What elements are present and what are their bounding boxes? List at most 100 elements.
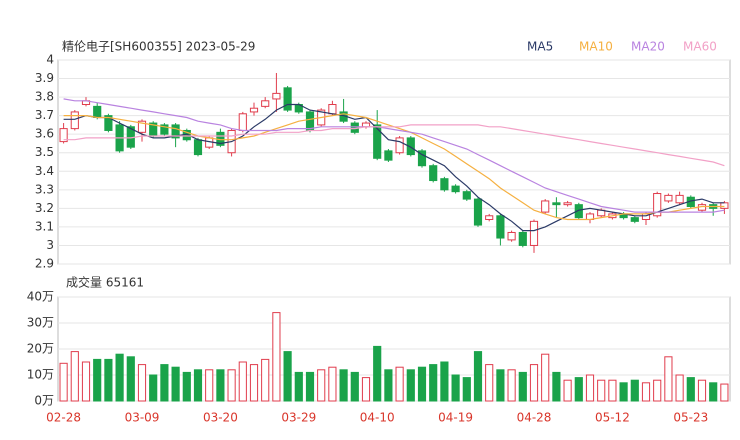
volume-bar xyxy=(664,356,673,402)
candle-body xyxy=(406,137,415,156)
x-tick-label: 02-28 xyxy=(46,411,81,425)
volume-bar xyxy=(361,377,371,402)
volume-bar xyxy=(261,358,270,402)
volume-bar xyxy=(59,362,68,402)
volume-bar xyxy=(507,369,516,402)
volume-bar xyxy=(216,369,225,402)
volume-bar xyxy=(608,379,617,402)
candle-body xyxy=(160,124,169,135)
volume-bar xyxy=(238,361,247,402)
volume-bar xyxy=(653,379,662,402)
ma-line xyxy=(63,98,725,213)
y-tick-label: 40万 xyxy=(27,290,54,304)
volume-bar xyxy=(205,369,214,402)
candle-body xyxy=(552,202,561,206)
volume-bar xyxy=(283,351,292,402)
y-tick-label: 3.2 xyxy=(35,201,54,215)
legend-label: MA10 xyxy=(579,40,613,54)
volume-bar xyxy=(93,358,102,402)
y-tick-label: 3.5 xyxy=(35,145,54,159)
volume-bar xyxy=(686,377,695,402)
volume-bar xyxy=(171,366,180,402)
y-tick-label: 3.1 xyxy=(35,219,54,233)
volume-title: 成交量 65161 xyxy=(66,275,144,290)
volume-bar xyxy=(350,371,359,402)
volume-bar xyxy=(160,364,169,402)
volume-bar xyxy=(395,366,404,402)
volume-bar xyxy=(249,364,259,402)
volume-bar xyxy=(70,351,79,402)
candle-body xyxy=(328,104,337,115)
volume-bar xyxy=(630,379,639,402)
candle-body xyxy=(664,194,673,202)
x-tick-label: 04-10 xyxy=(360,411,395,425)
y-tick-label: 20万 xyxy=(27,342,54,356)
candle-body xyxy=(451,185,460,193)
x-tick-label: 03-29 xyxy=(281,411,316,425)
price-frame xyxy=(57,59,731,265)
volume-bar xyxy=(126,356,135,402)
candle-body xyxy=(193,139,203,156)
volume-bar xyxy=(597,379,606,402)
candle-body xyxy=(373,124,382,159)
volume-bar xyxy=(529,364,539,402)
candle-body xyxy=(104,115,113,131)
volume-bar xyxy=(720,383,729,402)
y-tick-label: 10万 xyxy=(27,368,54,382)
volume-bar xyxy=(406,369,415,402)
legend-label: MA5 xyxy=(527,40,553,54)
volume-bar xyxy=(619,382,628,402)
x-tick-label: 04-19 xyxy=(438,411,473,425)
ma-line xyxy=(63,124,725,167)
candle-body xyxy=(529,220,539,246)
candle-body xyxy=(93,105,102,118)
volume-bar xyxy=(429,364,438,402)
volume-bar xyxy=(417,366,427,402)
candle-body xyxy=(518,231,527,246)
candle-body xyxy=(507,231,516,241)
candle-body xyxy=(272,92,281,100)
volume-bar xyxy=(574,377,583,402)
candle-body xyxy=(283,87,292,111)
volume-bar xyxy=(104,358,113,402)
candle-body xyxy=(675,194,684,204)
candle-body xyxy=(630,217,639,222)
volume-bar xyxy=(182,371,191,402)
candle-body xyxy=(59,128,68,143)
volume-bar xyxy=(137,364,147,402)
legend-label: MA60 xyxy=(683,40,717,54)
volume-bar xyxy=(272,312,281,402)
candle-body xyxy=(249,107,259,113)
y-tick-label: 3.9 xyxy=(35,71,54,85)
volume-bar xyxy=(473,351,483,402)
y-tick-label: 30万 xyxy=(27,316,54,330)
volume-bar xyxy=(485,364,494,402)
y-tick-label: 3.3 xyxy=(35,182,54,196)
y-tick-label: 0万 xyxy=(34,394,54,408)
volume-bar xyxy=(552,371,561,402)
candle-body xyxy=(238,113,247,131)
candle-body xyxy=(496,215,505,239)
volume-bar xyxy=(641,382,651,402)
y-tick-label: 4 xyxy=(46,53,54,67)
volume-bar xyxy=(518,371,527,402)
volume-bar xyxy=(451,374,460,402)
volume-bar xyxy=(462,377,471,402)
y-tick-label: 2.9 xyxy=(35,257,54,271)
y-tick-label: 3.4 xyxy=(35,164,54,178)
candle-body xyxy=(384,150,393,161)
volume-bar xyxy=(563,379,572,402)
volume-bar xyxy=(193,369,203,402)
volume-bar xyxy=(373,345,382,402)
volume-bar xyxy=(697,379,707,402)
chart-title: 精伦电子[SH600355] 2023-05-29 xyxy=(62,39,255,54)
volume-bar xyxy=(675,374,684,402)
volume-bar xyxy=(227,369,236,402)
volume-bar xyxy=(149,374,158,402)
volume-bar xyxy=(81,361,91,402)
volume-bar xyxy=(339,369,348,402)
candle-body xyxy=(574,204,583,219)
volume-bar xyxy=(115,353,124,402)
candle-body xyxy=(261,100,270,107)
